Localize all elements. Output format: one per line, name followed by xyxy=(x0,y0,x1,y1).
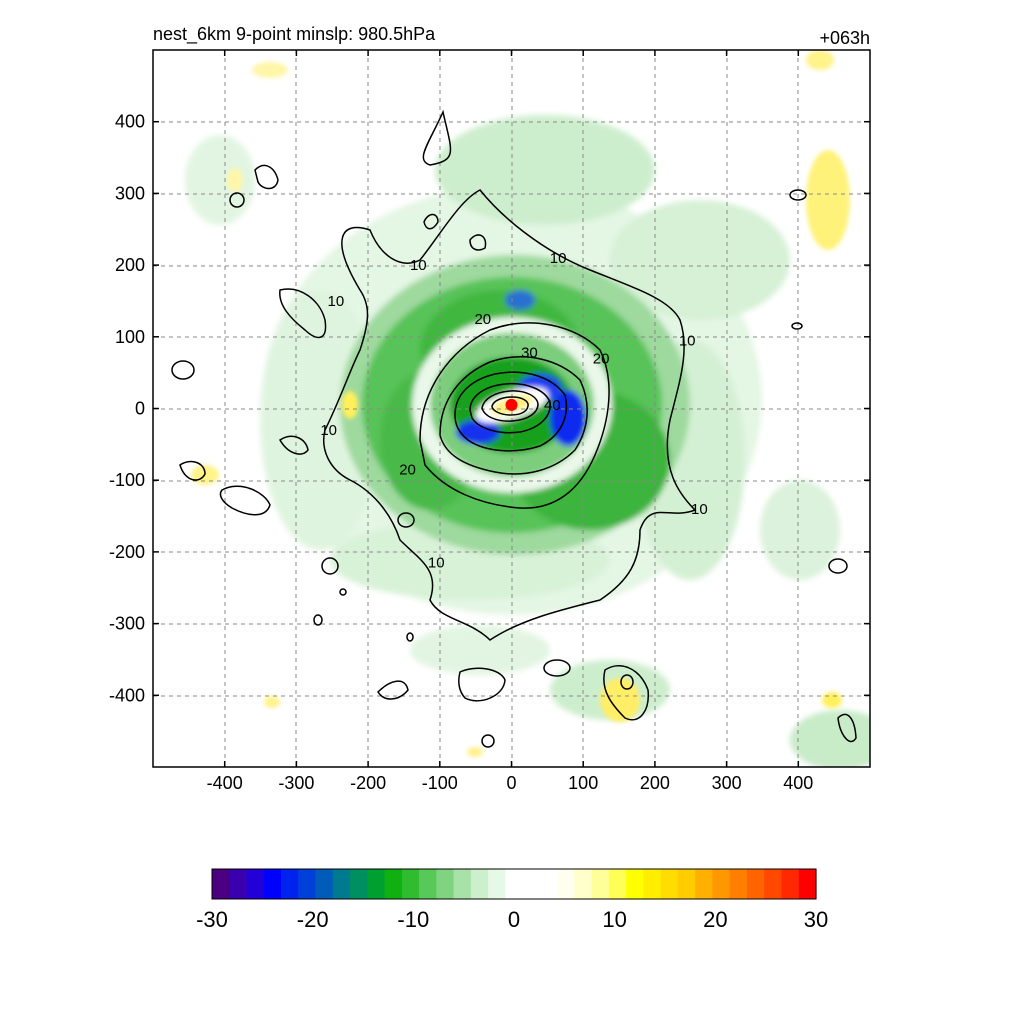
contour-labels: 10 10 10 10 10 10 10 20 20 20 30 40 xyxy=(320,250,707,572)
colorbar-swatch xyxy=(401,869,420,899)
y-tick-label: -400 xyxy=(109,685,145,705)
contour-label: 20 xyxy=(399,461,416,478)
y-tick-label: 300 xyxy=(115,183,145,203)
colorbar-tick-label: -20 xyxy=(297,907,329,932)
colorbar-tick-label: 30 xyxy=(804,907,828,932)
time-label: +063h xyxy=(819,28,870,48)
colorbar-swatch xyxy=(677,869,696,899)
contour-label: 30 xyxy=(521,345,538,362)
contour-label: 10 xyxy=(320,422,337,439)
y-tick-label: -200 xyxy=(109,542,145,562)
colorbar-swatch xyxy=(781,869,800,899)
colorbar-swatch xyxy=(350,869,368,899)
colorbar-swatch xyxy=(505,869,524,899)
colorbar-tick-label: -10 xyxy=(397,907,429,932)
positive-spots xyxy=(191,50,850,757)
colorbar-swatch xyxy=(212,869,230,899)
colorbar-swatch xyxy=(229,869,248,899)
colorbar-swatch xyxy=(315,869,334,899)
y-tick-label: 200 xyxy=(115,255,145,275)
colorbar: -30 -20 -10 0 10 20 30 xyxy=(196,868,828,932)
contour-label: 10 xyxy=(691,501,708,518)
colorbar-swatch xyxy=(298,869,317,899)
x-tick-label: 300 xyxy=(712,773,742,793)
colorbar-swatch xyxy=(539,869,558,899)
contour-label: 10 xyxy=(327,293,344,310)
x-axis: -400 -300 -200 -100 0 100 200 300 400 xyxy=(207,50,813,793)
colorbar-swatch xyxy=(453,869,472,899)
contour-label: 20 xyxy=(593,350,610,367)
x-tick-label: -400 xyxy=(207,773,243,793)
plot-area: 10 10 10 10 10 10 10 20 20 20 30 40 xyxy=(153,50,870,767)
contour-label: 10 xyxy=(410,257,427,274)
colorbar-swatch xyxy=(246,869,265,899)
colorbar-tick-label: -30 xyxy=(196,907,228,932)
x-tick-label: 0 xyxy=(506,773,516,793)
x-tick-label: 100 xyxy=(568,773,598,793)
colorbar-swatch xyxy=(419,869,437,899)
colorbar-swatch xyxy=(574,869,593,899)
colorbar-swatch xyxy=(263,869,282,899)
colorbar-swatch xyxy=(470,869,489,899)
contour-lines xyxy=(171,109,857,748)
colorbar-swatch xyxy=(367,869,386,899)
y-tick-label: 0 xyxy=(135,399,145,419)
colorbar-swatch xyxy=(798,869,817,899)
contour-label: 10 xyxy=(428,555,445,572)
colorbar-swatch xyxy=(332,869,351,899)
x-tick-label: -300 xyxy=(278,773,314,793)
colorbar-swatch xyxy=(729,869,748,899)
colorbar-swatch xyxy=(712,869,731,899)
colorbar-swatch xyxy=(384,869,403,899)
x-tick-label: -100 xyxy=(422,773,458,793)
colorbar-frame xyxy=(211,868,817,900)
colorbar-swatch xyxy=(281,869,299,899)
colorbar-swatch xyxy=(746,869,765,899)
colorbar-swatch xyxy=(608,869,627,899)
x-tick-label: 200 xyxy=(640,773,670,793)
contour-label: 40 xyxy=(544,397,561,414)
colorbar-swatch xyxy=(436,869,455,899)
colorbar-tick-label: 0 xyxy=(508,907,520,932)
y-tick-label: -100 xyxy=(109,470,145,490)
colorbar-swatch xyxy=(557,869,575,899)
x-tick-label: 400 xyxy=(783,773,813,793)
y-axis: 400 300 200 100 0 -100 -200 -300 -400 xyxy=(109,112,870,705)
colorbar-swatch xyxy=(591,869,610,899)
storm-center-marker xyxy=(505,398,518,411)
contour-label: 20 xyxy=(474,311,491,328)
colorbar-swatch xyxy=(764,869,783,899)
contour-label: 10 xyxy=(550,250,567,267)
chart-title: nest_6km 9-point minslp: 980.5hPa xyxy=(153,24,436,45)
colorbar-swatch xyxy=(488,869,506,899)
colorbar-swatch xyxy=(660,869,679,899)
colorbar-swatch xyxy=(626,869,645,899)
x-tick-label: -200 xyxy=(350,773,386,793)
y-tick-label: 400 xyxy=(115,112,145,132)
colorbar-tick-label: 10 xyxy=(602,907,626,932)
y-tick-label: -300 xyxy=(109,614,145,634)
contour-label: 10 xyxy=(679,332,696,349)
colorbar-swatch xyxy=(522,869,541,899)
colorbar-swatch xyxy=(695,869,714,899)
y-tick-label: 100 xyxy=(115,327,145,347)
colorbar-tick-label: 20 xyxy=(703,907,727,932)
colorbar-swatch xyxy=(643,869,662,899)
